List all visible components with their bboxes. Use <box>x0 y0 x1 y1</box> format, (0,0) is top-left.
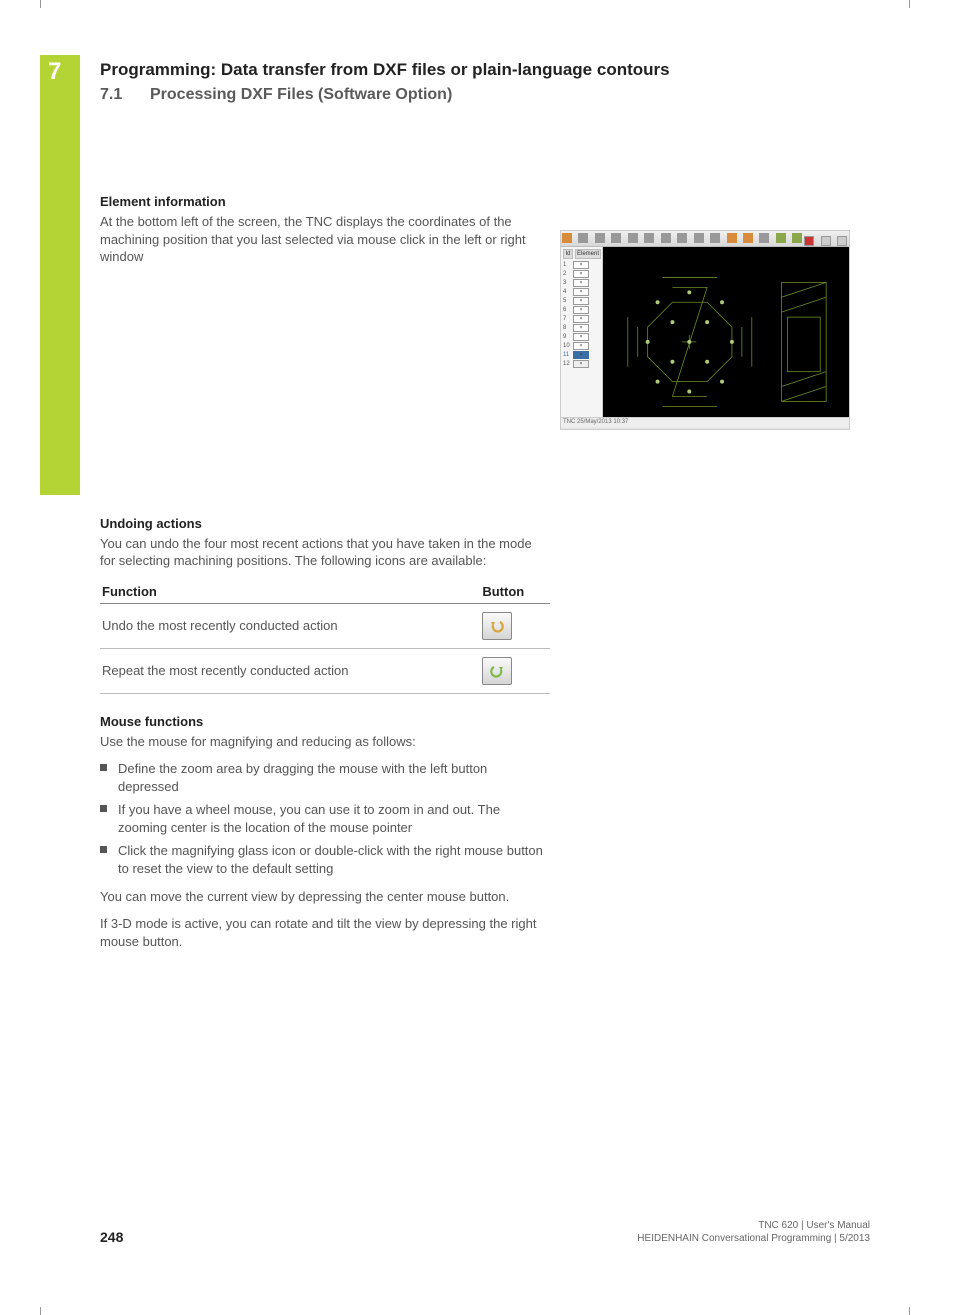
list-item: If you have a wheel mouse, you can use i… <box>100 801 550 836</box>
footer-line-1: TNC 620 | User's Manual <box>637 1219 870 1232</box>
sidebar-row: 8× <box>563 324 600 332</box>
list-item: Define the zoom area by dragging the mou… <box>100 760 550 795</box>
undo-text: You can undo the four most recent action… <box>100 535 550 570</box>
sidebar-row: 1× <box>563 261 600 269</box>
toolbar-icon <box>562 233 572 243</box>
chapter-number: 7 <box>48 58 61 86</box>
element-info-heading: Element information <box>100 194 550 209</box>
chapter-title: Programming: Data transfer from DXF file… <box>100 60 870 80</box>
toolbar-icon <box>661 233 671 243</box>
mouse-intro: Use the mouse for magnifying and reducin… <box>100 733 550 751</box>
screenshot-status-bar: TNC 25/May/2013 10:37 <box>561 417 849 427</box>
mouse-list: Define the zoom area by dragging the mou… <box>100 760 550 877</box>
sidebar-row: 6× <box>563 306 600 314</box>
redo-button[interactable] <box>482 657 512 685</box>
page-number: 248 <box>100 1229 123 1245</box>
redo-arrow-icon <box>488 662 506 680</box>
screenshot-toolbar <box>561 231 849 247</box>
toolbar-icon <box>595 233 605 243</box>
screenshot-canvas <box>603 247 849 417</box>
section-name: Processing DXF Files (Software Option) <box>150 86 452 103</box>
sidebar-row: 7× <box>563 315 600 323</box>
toolbar-icon <box>694 233 704 243</box>
footer-line-2: HEIDENHAIN Conversational Programming | … <box>637 1232 870 1245</box>
toolbar-icon <box>792 233 802 243</box>
undo-button[interactable] <box>482 612 512 640</box>
sidebar-row: 11× <box>563 351 600 359</box>
table-row: Undo the most recently conducted action <box>100 603 550 648</box>
footer-text: TNC 620 | User's Manual HEIDENHAIN Conve… <box>637 1219 870 1245</box>
screenshot-sidebar: Id Element 1×2×3×4×5×6×7×8×9×10×11×12× <box>561 247 603 417</box>
sidebar-id-header: Id <box>563 249 573 259</box>
toolbar-icon <box>776 233 786 243</box>
table-header-button: Button <box>480 580 550 604</box>
toolbar-icon <box>578 233 588 243</box>
undo-table: Function Button Undo the most recently c… <box>100 580 550 694</box>
sidebar-row: 3× <box>563 279 600 287</box>
sidebar-row: 10× <box>563 342 600 350</box>
window-icon <box>837 236 847 246</box>
undo-arrow-icon <box>488 617 506 635</box>
redo-row-label: Repeat the most recently conducted actio… <box>100 648 480 693</box>
mouse-after-2: If 3-D mode is active, you can rotate an… <box>100 915 550 950</box>
sidebar-row: 12× <box>563 360 600 368</box>
dxf-screenshot: Id Element 1×2×3×4×5×6×7×8×9×10×11×12× <box>560 230 850 430</box>
undo-heading: Undoing actions <box>100 516 550 531</box>
toolbar-icon <box>743 233 753 243</box>
sidebar-row: 2× <box>563 270 600 278</box>
toolbar-icon <box>677 233 687 243</box>
toolbar-icon <box>611 233 621 243</box>
mouse-heading: Mouse functions <box>100 714 550 729</box>
close-icon <box>804 236 814 246</box>
toolbar-icon <box>644 233 654 243</box>
toolbar-icon <box>628 233 638 243</box>
table-header-function: Function <box>100 580 480 604</box>
crop-mark-bottom <box>40 1307 910 1315</box>
sidebar-element-header: Element <box>575 249 601 259</box>
element-info-text: At the bottom left of the screen, the TN… <box>100 213 550 266</box>
list-item: Click the magnifying glass icon or doubl… <box>100 842 550 877</box>
undo-row-label: Undo the most recently conducted action <box>100 603 480 648</box>
section-number: 7.1 <box>100 86 150 104</box>
section-title: 7.1Processing DXF Files (Software Option… <box>100 86 870 104</box>
table-row: Repeat the most recently conducted actio… <box>100 648 550 693</box>
toolbar-icon <box>759 233 769 243</box>
toolbar-icon <box>710 233 720 243</box>
sidebar-row: 5× <box>563 297 600 305</box>
window-icon <box>821 236 831 246</box>
chapter-tab-strip <box>40 55 80 495</box>
sidebar-row: 9× <box>563 333 600 341</box>
sidebar-row: 4× <box>563 288 600 296</box>
crop-mark-top <box>40 0 910 8</box>
mouse-after-1: You can move the current view by depress… <box>100 888 550 906</box>
toolbar-icon <box>727 233 737 243</box>
